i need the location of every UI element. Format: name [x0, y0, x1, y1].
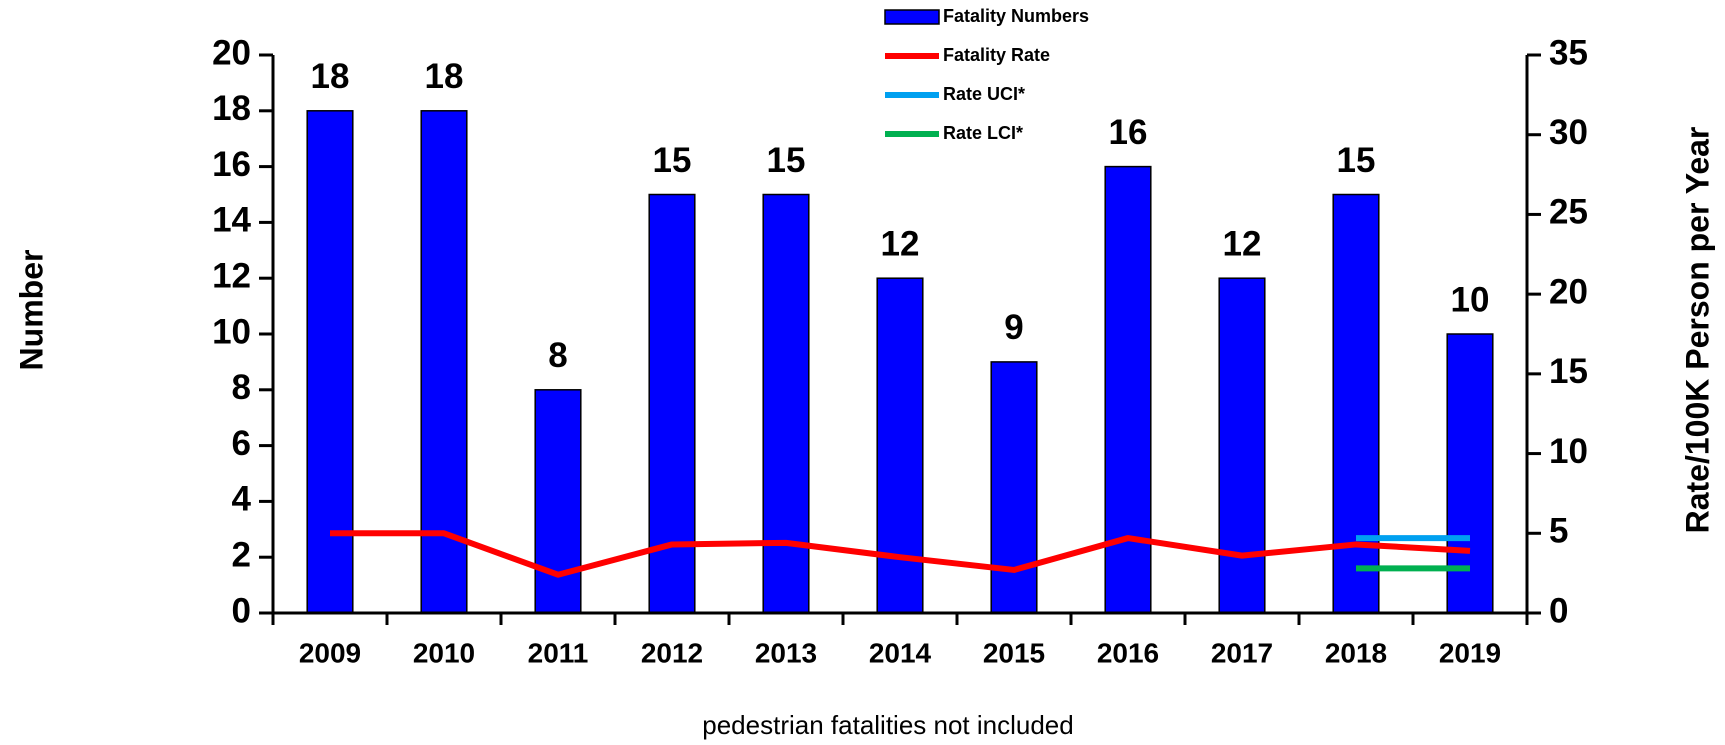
- x-tick-label: 2010: [413, 637, 475, 668]
- y-tick-label: 20: [212, 33, 251, 72]
- data-label: 16: [1109, 113, 1148, 152]
- data-label: 9: [1004, 308, 1023, 347]
- y-tick-label: 8: [232, 368, 251, 407]
- data-label: 15: [767, 141, 806, 180]
- x-tick-label: 2013: [755, 637, 817, 668]
- y2-tick-label: 25: [1549, 193, 1588, 232]
- data-label: 18: [311, 57, 350, 96]
- data-label: 10: [1451, 280, 1490, 319]
- x-tick-label: 2016: [1097, 637, 1159, 668]
- legend-label: Fatality Rate: [943, 45, 1050, 65]
- y2-axis-title: Rate/100K Person per Year: [1679, 127, 1715, 534]
- y2-tick-label: 5: [1549, 512, 1568, 551]
- y-axis-title: Number: [13, 250, 49, 371]
- bar: [1332, 193, 1380, 614]
- y2-tick-label: 20: [1549, 272, 1588, 311]
- x-tick-label: 2012: [641, 637, 703, 668]
- y-tick-label: 6: [232, 424, 251, 463]
- data-label: 15: [1337, 141, 1376, 180]
- legend-swatch: [884, 9, 940, 25]
- x-tick-label: 2011: [528, 637, 589, 668]
- y2-tick-label: 0: [1549, 591, 1568, 630]
- x-tick-label: 2017: [1211, 637, 1273, 668]
- y2-tick-label: 30: [1549, 113, 1588, 152]
- bar: [1104, 165, 1152, 614]
- data-label: 15: [653, 141, 692, 180]
- legend-label: Rate UCI*: [943, 84, 1025, 104]
- x-tick-label: 2015: [983, 637, 1045, 668]
- bar: [534, 389, 582, 614]
- legend-label: Fatality Numbers: [943, 6, 1089, 26]
- data-label: 12: [1223, 224, 1262, 263]
- data-label: 12: [881, 224, 920, 263]
- y-tick-label: 14: [212, 201, 251, 240]
- bar: [306, 110, 354, 614]
- y-tick-label: 12: [212, 256, 251, 295]
- data-label: 18: [425, 57, 464, 96]
- y2-tick-label: 15: [1549, 352, 1588, 391]
- bar: [876, 277, 924, 614]
- bar: [420, 110, 468, 614]
- x-tick-label: 2014: [869, 637, 932, 668]
- y-tick-label: 10: [212, 312, 251, 351]
- x-tick-label: 2019: [1439, 637, 1501, 668]
- line-series: [330, 530, 1471, 578]
- y2-tick-label: 10: [1549, 432, 1588, 471]
- legend-label: Rate LCI*: [943, 123, 1023, 143]
- y-tick-label: 18: [212, 89, 251, 128]
- x-tick-label: 2009: [299, 637, 361, 668]
- bar: [1218, 277, 1266, 614]
- y2-tick-label: 35: [1549, 33, 1588, 72]
- y-tick-label: 4: [232, 480, 252, 519]
- bar: [990, 361, 1038, 614]
- data-label: 8: [548, 336, 567, 375]
- y-tick-label: 16: [212, 145, 251, 184]
- x-tick-label: 2018: [1325, 637, 1387, 668]
- y-tick-label: 0: [232, 591, 251, 630]
- footnote: pedestrian fatalities not included: [702, 710, 1073, 740]
- y-tick-label: 2: [232, 535, 251, 574]
- bar: [762, 193, 810, 614]
